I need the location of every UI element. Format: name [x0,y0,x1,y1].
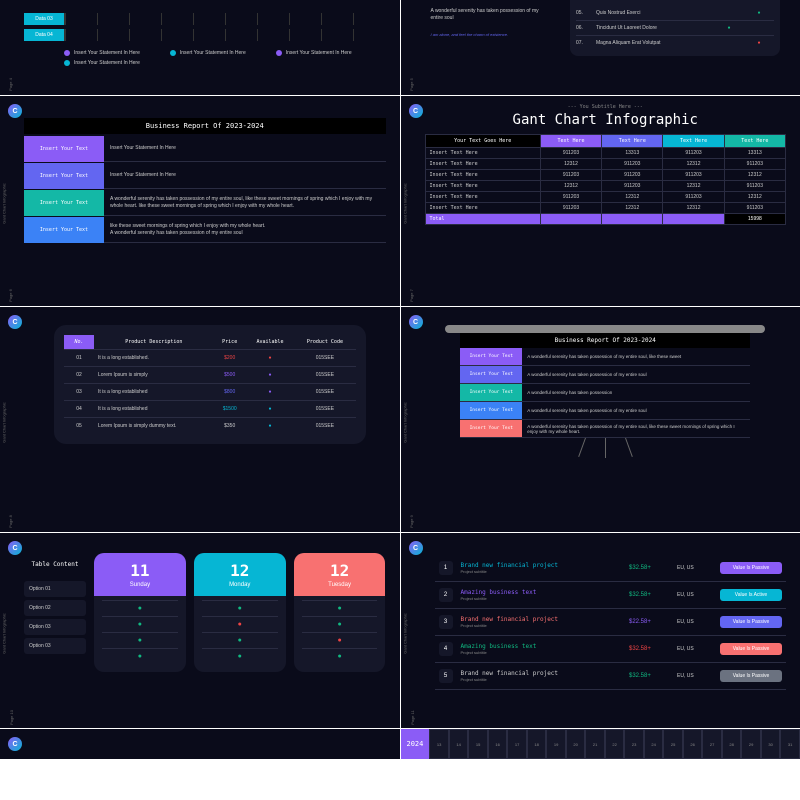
legend-item: Insert Your Statement In Here [64,50,140,56]
report-row: Insert Your TextA wonderful serenity has… [460,348,750,366]
projector-bar [445,325,765,333]
project-row: 4Amazing business textProject subtitle$3… [435,636,787,663]
checklist: 05.Quis Nostrud Exerci●06.Tincidunt Ut L… [570,0,780,56]
option-item[interactable]: Option 01 [24,581,86,597]
legend-item: Insert Your Statement In Here [64,60,140,66]
day-card: 11Sunday●●●● [94,553,186,672]
report-row: Insert Your TextA wonderful serenity has… [460,420,750,438]
slide-6: C Gant Chart Infographic Business Report… [401,307,800,532]
product-row: 03It is a long established$800●015SEE [64,384,356,401]
legend-item: Insert Your Statement In Here [276,50,352,56]
body-text: A wonderful serenity has taken possessio… [431,8,541,38]
option-item[interactable]: Option 03 [24,619,86,635]
report-row: Insert Your TextInsert Your Statement In… [24,136,386,162]
logo-icon: C [8,315,22,329]
report-row: Insert Your TextA wonderful serenity has… [460,402,750,420]
product-row: 02Lorem Ipsum is simply$500●015SEE [64,367,356,384]
legend-item: Insert Your Statement In Here [170,50,246,56]
project-row: 1Brand new financial projectProject subt… [435,555,787,582]
page-num: Page 4 [8,78,13,91]
report-row: Insert Your Textlike these sweet morning… [24,217,386,243]
slide-9: C [0,729,400,759]
slide-5: C Gant Chart Infographic No.Product Desc… [0,307,400,532]
project-row: 3Brand new financial projectProject subt… [435,609,787,636]
bar-label: Data 04 [24,29,64,41]
slide-10: 2024131415161718192021222324252627282930… [401,729,800,759]
gantt-table: Your Text Goes HereText HereText HereTex… [425,134,787,225]
projector-screen: Business Report Of 2023-2024 Insert Your… [460,333,750,438]
logo-icon: C [8,541,22,555]
list-row: 07.Magna Aliquam Erat Volutpat● [576,36,774,50]
slide-1: Data 03 Data 04 Insert Your Statement In … [0,0,400,95]
list-row: 05.Quis Nostrud Exerci● [576,6,774,21]
slide-grid: Data 03 Data 04 Insert Your Statement In … [0,0,800,800]
logo-icon: C [409,104,423,118]
product-table: No.Product DescriptionPriceAvailableProd… [64,335,356,434]
day-card: 12Tuesday●●●● [294,553,386,672]
slide-3: C Gant Chart Infographic Business Report… [0,96,400,306]
logo-icon: C [409,541,423,555]
bar-label: Data 03 [24,13,64,25]
report-row: Insert Your TextA wonderful serenity has… [460,384,750,402]
project-row: 2Amazing business textProject subtitle$3… [435,582,787,609]
project-row: 5Brand new financial projectProject subt… [435,663,787,690]
product-row: 01It is a long established.$200●015SEE [64,350,356,367]
slide-2: A wonderful serenity has taken possessio… [401,0,800,95]
option-item[interactable]: Option 02 [24,600,86,616]
projector-legs [565,438,645,458]
report-row: Insert Your TextA wonderful serenity has… [460,366,750,384]
report-row: Insert Your TextInsert Your Statement In… [24,163,386,189]
product-row: 04It is a long established$1500●015SEE [64,401,356,418]
day-card: 12Monday●●●● [194,553,286,672]
logo-icon: C [409,315,423,329]
option-item[interactable]: Option 03 [24,638,86,654]
list-row: 06.Tincidunt Ut Laoreet Dolore● [576,21,774,36]
slide-4: C Gant Chart Infographic --- You Subtitl… [401,96,800,306]
report-row: Insert Your TextA wonderful serenity has… [24,190,386,216]
slide-8: C Gant Chart Infographic 1Brand new fina… [401,533,800,728]
product-row: 05Lorem Ipsum is simply dummy text.$350●… [64,418,356,435]
slide-7: C Gant Chart Infographic Table ContentOp… [0,533,400,728]
logo-icon: C [8,737,22,751]
logo-icon: C [8,104,22,118]
